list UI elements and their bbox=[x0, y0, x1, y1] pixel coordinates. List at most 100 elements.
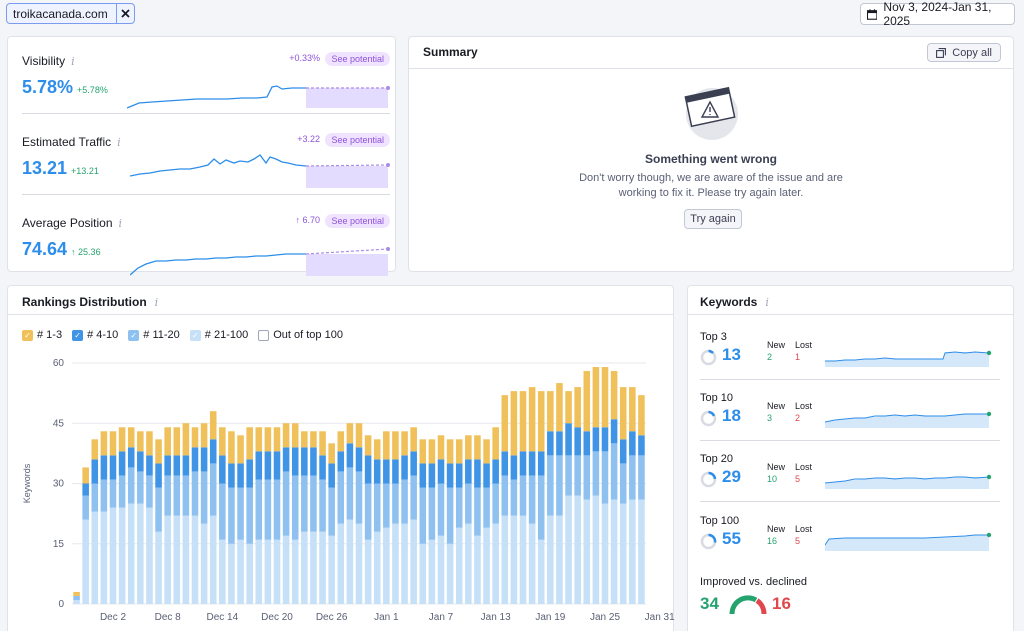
bar-segment bbox=[373, 439, 381, 460]
checkbox-icon[interactable]: ✓ bbox=[72, 329, 84, 341]
bar-segment bbox=[100, 479, 108, 512]
bar-segment bbox=[264, 479, 272, 540]
bar-segment bbox=[337, 431, 345, 452]
bar-segment bbox=[492, 459, 499, 484]
bar-segment bbox=[146, 431, 153, 456]
see-potential-button[interactable]: See potential bbox=[325, 52, 390, 66]
progress-ring-icon bbox=[700, 410, 717, 427]
bar-segment bbox=[592, 427, 600, 452]
bar-segment bbox=[410, 519, 417, 604]
improved-value: 34 bbox=[700, 594, 719, 613]
bar-segment bbox=[629, 387, 636, 432]
bar-segment bbox=[319, 479, 326, 532]
legend-label: # 11-20 bbox=[143, 329, 180, 341]
divider bbox=[22, 194, 390, 195]
copy-icon bbox=[936, 47, 947, 58]
metric-position: Average Position i ↑ 6.70 See potential 7… bbox=[22, 214, 390, 276]
info-icon[interactable]: i bbox=[117, 136, 121, 149]
bar-segment bbox=[428, 439, 436, 464]
kw-new: New 16 bbox=[767, 524, 785, 546]
bar-segment bbox=[273, 479, 281, 540]
bar-segment bbox=[301, 431, 308, 448]
bar-segment bbox=[373, 459, 381, 484]
bar-segment bbox=[182, 423, 190, 456]
close-icon[interactable] bbox=[115, 4, 134, 23]
bar-segment bbox=[537, 391, 545, 452]
bar-segment bbox=[537, 451, 545, 476]
bar-segment bbox=[219, 427, 226, 456]
bar-segment bbox=[82, 467, 89, 484]
bar-segment bbox=[328, 463, 335, 488]
position-sparkline bbox=[130, 247, 390, 276]
bar-segment bbox=[337, 451, 345, 472]
bar-segment bbox=[137, 471, 144, 504]
lost-label: Lost bbox=[795, 462, 813, 472]
domain-chip[interactable]: troikacanada.com bbox=[6, 3, 135, 24]
checkbox-icon[interactable]: ✓ bbox=[189, 329, 201, 341]
bar-segment bbox=[337, 523, 345, 604]
y-axis-label: Keywords bbox=[22, 463, 32, 503]
bar-segment bbox=[373, 483, 381, 532]
bar-segment bbox=[73, 595, 80, 600]
info-icon[interactable]: i bbox=[154, 296, 159, 309]
bar-segment bbox=[127, 503, 135, 604]
keyword-row-top20[interactable]: Top 20 29 New 10 Lost 5 bbox=[700, 453, 1000, 508]
info-icon[interactable]: i bbox=[71, 55, 75, 68]
bar-segment bbox=[127, 467, 135, 504]
see-potential-button[interactable]: See potential bbox=[325, 214, 390, 228]
bar-segment bbox=[282, 471, 290, 536]
legend-item-top20[interactable]: ✓ # 11-20 bbox=[128, 329, 180, 341]
bar-segment bbox=[237, 487, 244, 540]
copy-all-label: Copy all bbox=[952, 46, 992, 59]
keyword-row-top10[interactable]: Top 10 18 New 3 Lost 2 bbox=[700, 392, 1000, 447]
bar-segment bbox=[556, 383, 563, 432]
bar-segment bbox=[219, 539, 226, 604]
legend-label: # 1-3 bbox=[37, 329, 63, 341]
bar-segment bbox=[164, 455, 171, 476]
checkbox-icon[interactable]: ✓ bbox=[22, 329, 33, 341]
bar-segment bbox=[583, 371, 591, 432]
bar-segment bbox=[483, 487, 490, 528]
checkbox-icon[interactable] bbox=[258, 329, 270, 341]
legend-label: # 4-10 bbox=[87, 329, 119, 341]
bar-segment bbox=[182, 455, 190, 476]
bar-segment bbox=[610, 499, 618, 604]
legend-label: Out of top 100 bbox=[273, 329, 343, 341]
bar-segment bbox=[91, 483, 99, 512]
keyword-row-top100[interactable]: Top 100 55 New 16 Lost 5 bbox=[700, 515, 1000, 570]
bar-segment bbox=[501, 395, 509, 452]
rankings-title: Rankings Distribution bbox=[22, 295, 147, 309]
metric-delta: ↑ 6.70 bbox=[295, 215, 320, 225]
try-again-button[interactable]: Try again bbox=[684, 209, 742, 229]
date-range-button[interactable]: Nov 3, 2024-Jan 31, 2025 bbox=[860, 0, 1015, 28]
keyword-row-top3[interactable]: Top 3 13 New 2 Lost 1 bbox=[700, 331, 1000, 386]
bar-segment bbox=[455, 527, 463, 604]
legend-item-top10[interactable]: ✓ # 4-10 bbox=[72, 329, 118, 341]
bar-segment bbox=[565, 455, 572, 496]
bar-segment bbox=[510, 455, 518, 480]
legend-item-top3[interactable]: ✓ # 1-3 bbox=[22, 329, 62, 341]
bar-segment bbox=[137, 451, 144, 472]
bar-segment bbox=[137, 503, 144, 604]
legend-item-out[interactable]: Out of top 100 bbox=[258, 329, 343, 341]
info-icon[interactable]: i bbox=[765, 296, 769, 309]
x-tick-label: Jan 25 bbox=[590, 612, 620, 623]
copy-all-button[interactable]: Copy all bbox=[927, 43, 1001, 62]
declined-value: 16 bbox=[772, 594, 791, 613]
info-icon[interactable]: i bbox=[118, 217, 123, 230]
new-label: New bbox=[767, 524, 786, 534]
bar-segment bbox=[209, 515, 217, 604]
legend-item-top100[interactable]: ✓ # 21-100 bbox=[189, 329, 248, 341]
see-potential-button[interactable]: See potential bbox=[325, 133, 390, 147]
bar-segment bbox=[137, 431, 144, 452]
lost-value: 5 bbox=[795, 474, 801, 484]
bar-segment bbox=[155, 439, 162, 464]
bar-segment bbox=[100, 455, 108, 480]
bar-segment bbox=[528, 523, 536, 604]
metric-change: +5.78% bbox=[77, 85, 108, 95]
bar-segment bbox=[528, 387, 536, 452]
bar-segment bbox=[592, 367, 600, 428]
checkbox-icon[interactable]: ✓ bbox=[128, 329, 140, 341]
y-tick-label: 60 bbox=[53, 358, 65, 369]
bar-segment bbox=[373, 531, 381, 604]
